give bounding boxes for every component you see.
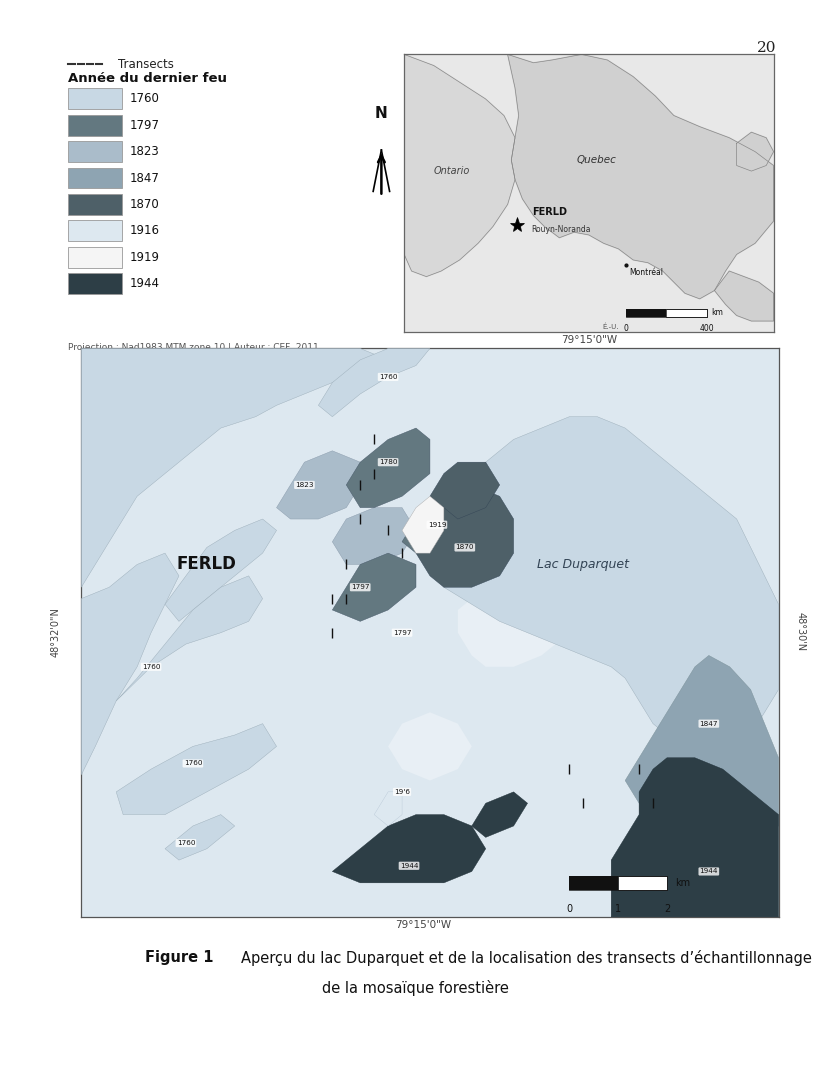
Text: 1823: 1823 (129, 145, 159, 158)
Polygon shape (116, 576, 262, 701)
Polygon shape (508, 54, 774, 298)
Text: 20: 20 (757, 41, 776, 56)
Polygon shape (332, 507, 416, 564)
Text: 1760: 1760 (142, 664, 160, 670)
Text: 1780: 1780 (378, 460, 398, 465)
Polygon shape (625, 656, 779, 837)
Text: Rouyn-Noranda: Rouyn-Noranda (532, 225, 591, 234)
Text: FERLD: FERLD (532, 207, 567, 217)
Bar (666, 308, 707, 317)
Text: 1823: 1823 (295, 482, 314, 488)
Polygon shape (165, 519, 276, 622)
Polygon shape (116, 724, 276, 815)
Text: Lac Duparquet: Lac Duparquet (537, 558, 629, 571)
Text: 1760: 1760 (177, 840, 195, 846)
Text: 48°32'0"N: 48°32'0"N (51, 607, 61, 657)
Text: 1797: 1797 (351, 584, 369, 590)
Text: FERLD: FERLD (177, 555, 237, 574)
Text: 1870: 1870 (456, 544, 474, 550)
Text: 79°15'0"W: 79°15'0"W (395, 920, 452, 930)
FancyBboxPatch shape (68, 194, 122, 215)
Text: Montréal: Montréal (629, 268, 663, 278)
Text: 1944: 1944 (400, 862, 418, 869)
FancyBboxPatch shape (68, 247, 122, 268)
Text: N: N (375, 106, 388, 121)
Text: 1919: 1919 (129, 250, 160, 264)
Polygon shape (715, 271, 774, 321)
FancyBboxPatch shape (68, 220, 122, 241)
FancyBboxPatch shape (68, 88, 122, 109)
Text: 0: 0 (566, 905, 573, 915)
FancyBboxPatch shape (68, 273, 122, 294)
Polygon shape (332, 815, 486, 883)
Polygon shape (430, 462, 500, 519)
Text: 1919: 1919 (427, 522, 447, 528)
Text: 2: 2 (664, 905, 670, 915)
Bar (618, 876, 667, 890)
Text: Ontario: Ontario (434, 167, 471, 176)
Polygon shape (165, 815, 235, 860)
FancyBboxPatch shape (68, 114, 122, 136)
Polygon shape (388, 712, 471, 781)
Text: Année du dernier feu: Année du dernier feu (68, 72, 227, 85)
Text: 1944: 1944 (700, 868, 718, 874)
Text: 48°30'N: 48°30'N (795, 612, 805, 651)
Text: 1870: 1870 (129, 198, 159, 211)
Text: Figure 1: Figure 1 (145, 950, 214, 965)
Text: km: km (676, 878, 691, 888)
Text: 1916: 1916 (129, 224, 160, 237)
Polygon shape (81, 553, 179, 775)
Text: 1847: 1847 (700, 721, 718, 726)
Text: 1797: 1797 (129, 119, 160, 132)
Text: 1760: 1760 (129, 93, 159, 106)
Bar (626, 308, 666, 317)
Polygon shape (402, 507, 444, 553)
Polygon shape (276, 451, 360, 519)
Text: 1847: 1847 (129, 172, 159, 184)
Polygon shape (332, 553, 416, 622)
Polygon shape (471, 792, 528, 837)
Polygon shape (81, 348, 388, 587)
Polygon shape (458, 599, 555, 666)
Polygon shape (737, 132, 774, 171)
Text: de la mosaïque forestière: de la mosaïque forestière (321, 980, 509, 996)
Text: 79°15'0"W: 79°15'0"W (561, 335, 618, 345)
Polygon shape (319, 348, 430, 417)
Text: Projection : Nad1983 MTM zone 10 | Auteur : CEF, 2011: Projection : Nad1983 MTM zone 10 | Auteu… (68, 343, 320, 352)
Text: Transects: Transects (118, 58, 173, 71)
Bar (569, 876, 667, 890)
Polygon shape (611, 758, 779, 917)
Bar (569, 876, 618, 890)
Text: 1797: 1797 (393, 629, 412, 636)
Bar (626, 308, 707, 317)
Text: 0: 0 (623, 323, 628, 333)
FancyBboxPatch shape (68, 168, 122, 188)
Text: É.-U.: É.-U. (602, 323, 618, 330)
Polygon shape (402, 497, 444, 553)
FancyBboxPatch shape (68, 142, 122, 162)
Text: 1760: 1760 (378, 374, 398, 380)
Text: Aperçu du lac Duparquet et de la localisation des transects d’échantillonnage: Aperçu du lac Duparquet et de la localis… (241, 950, 812, 966)
Polygon shape (404, 54, 515, 277)
Text: km: km (710, 308, 723, 317)
Polygon shape (81, 348, 779, 917)
Text: 1944: 1944 (129, 277, 160, 290)
Text: 400: 400 (700, 323, 715, 333)
Text: 1760: 1760 (183, 760, 203, 767)
Polygon shape (430, 417, 779, 746)
Text: 19'6: 19'6 (394, 788, 410, 795)
Polygon shape (346, 428, 430, 507)
Text: Quebec: Quebec (576, 155, 616, 164)
Text: 1: 1 (615, 905, 621, 915)
Polygon shape (374, 792, 402, 825)
Polygon shape (416, 485, 514, 587)
